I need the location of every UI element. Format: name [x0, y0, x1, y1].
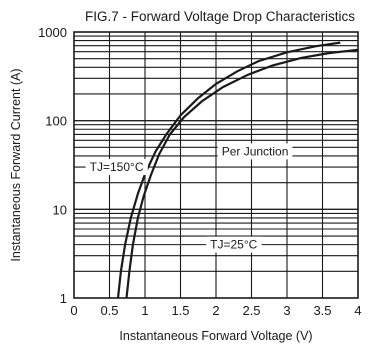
x-tick-label: 3.5: [313, 303, 331, 318]
chart-title: FIG.7 - Forward Voltage Drop Characteris…: [85, 9, 355, 24]
x-tick-label: 4: [354, 303, 361, 318]
grid-lines: [74, 32, 358, 298]
x-tick-label: 0.5: [100, 303, 118, 318]
x-tick-label: 2.5: [242, 303, 260, 318]
series-line-2: [125, 48, 359, 299]
annotation-3: TJ=25°C: [206, 236, 262, 253]
y-tick-label: 1: [60, 291, 67, 306]
y-tick-label: 100: [45, 114, 67, 129]
y-tick-label: 10: [53, 202, 67, 217]
curve-layer: [116, 41, 359, 299]
annotation-layer: TJ=150°C Per Junction TJ=25°C: [85, 143, 293, 253]
x-tick-label: 3: [283, 303, 290, 318]
x-tick-label: 2: [212, 303, 219, 318]
annotation-box: [217, 143, 293, 160]
annotation-text: TJ=150°C: [90, 160, 144, 174]
annotation-2: Per Junction: [217, 143, 293, 160]
y-axis-label: Instantaneous Forward Current (A): [9, 68, 23, 261]
annotation-1: TJ=150°C: [85, 159, 148, 176]
x-tick-label: 0: [70, 303, 77, 318]
annotation-box: [206, 236, 262, 253]
annotation-box: [85, 159, 148, 176]
y-tick-label: 1000: [38, 25, 67, 40]
annotation-text: Per Junction: [222, 144, 289, 158]
x-tick-labels: 0 0.5 1 1.5 2 2.5 3 3.5 4: [70, 303, 361, 318]
annotation-text: TJ=25°C: [210, 238, 257, 252]
plot-frame: [73, 31, 359, 299]
x-tick-label: 1.5: [171, 303, 189, 318]
x-tick-label: 1: [141, 303, 148, 318]
y-tick-labels: 1 10 100 1000: [38, 25, 67, 306]
series-line-1: [116, 41, 341, 299]
x-axis-label: Instantaneous Forward Voltage (V): [119, 329, 312, 343]
